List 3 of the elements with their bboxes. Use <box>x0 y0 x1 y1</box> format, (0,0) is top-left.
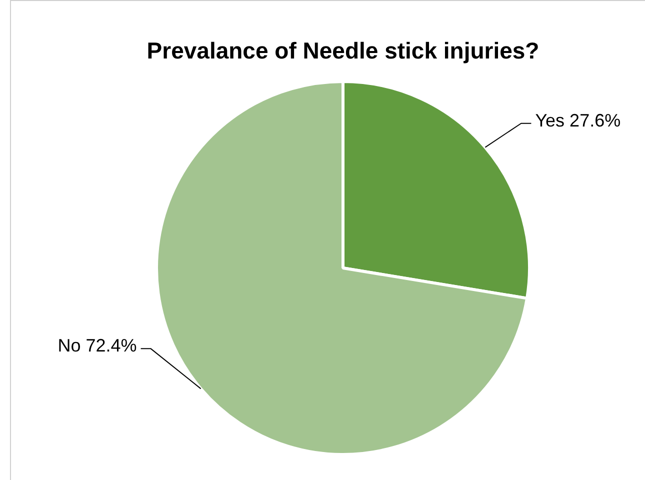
chart-title: Prevalance of Needle stick injuries? <box>146 37 540 64</box>
slice-label: No 72.4% <box>58 336 137 356</box>
slice-label: Yes 27.6% <box>535 110 621 130</box>
